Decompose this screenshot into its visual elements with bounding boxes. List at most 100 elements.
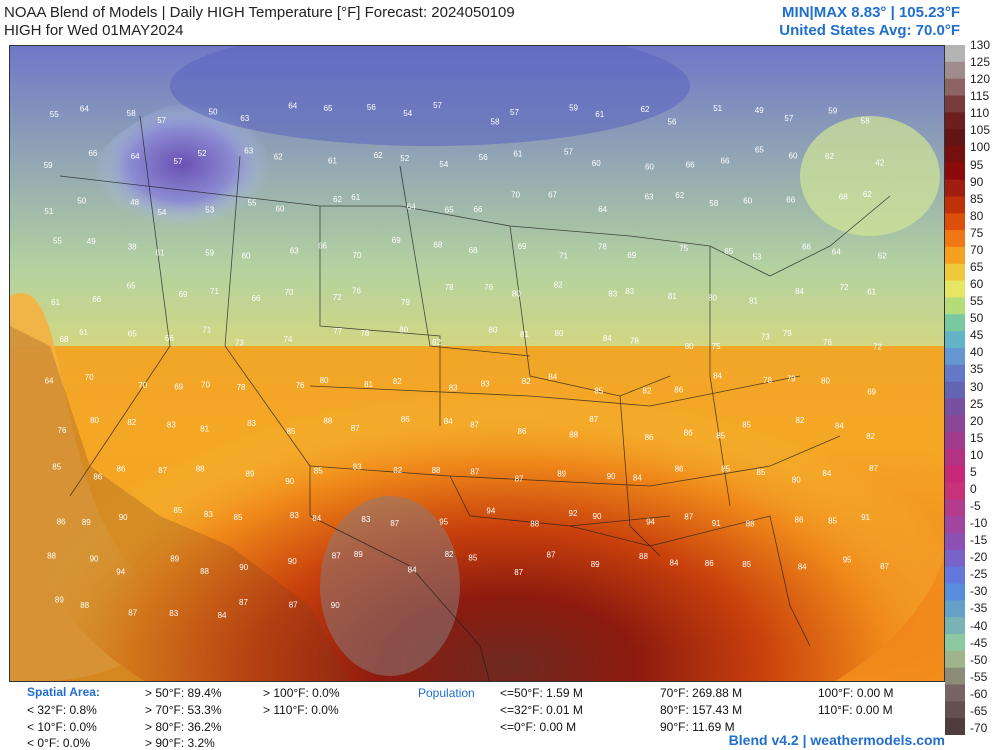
temperature-value: 69: [627, 251, 636, 260]
temperature-value: 69: [518, 242, 527, 251]
temperature-value: 80: [708, 293, 717, 302]
colorbar-swatch: [945, 533, 965, 551]
temperature-value: 60: [645, 162, 654, 171]
temperature-value: 56: [367, 103, 376, 112]
temperature-value: 87: [390, 519, 399, 528]
temperature-value: 79: [401, 298, 410, 307]
colorbar-swatch: [945, 432, 965, 450]
temperature-value: 52: [198, 149, 207, 158]
colorbar-swatch: [945, 465, 965, 484]
temperature-value: 80: [555, 329, 564, 338]
temperature-value: 60: [242, 252, 251, 261]
temperature-value: 94: [116, 568, 125, 577]
temperature-value: 88: [530, 519, 539, 528]
spatial-area-label: Spatial Area:: [27, 685, 100, 699]
temperature-value: 63: [244, 147, 253, 156]
stat-item: 100°F: 0.00 M: [818, 686, 894, 700]
temperature-value: 90: [239, 563, 248, 572]
temperature-map: 55 64 58 57 50 63 64 65 56 54 57 58 57 59 61 62 56 51 49 57…: [9, 45, 945, 682]
temperature-value: 86: [401, 415, 410, 424]
temperature-value: 57: [510, 108, 519, 117]
temperature-value: 83: [449, 383, 458, 392]
temperature-value: 64: [407, 203, 416, 212]
temperature-value: 61: [156, 249, 165, 258]
temperature-value: 64: [832, 248, 841, 257]
temperature-value: 58: [491, 118, 500, 127]
temperature-value: 85: [314, 466, 323, 475]
temperature-value: 58: [861, 117, 870, 126]
temperature-value: 80: [685, 342, 694, 351]
temperature-value: 87: [880, 562, 889, 571]
colorbar-tick-label: 60: [970, 277, 984, 292]
temperature-value: 64: [598, 205, 607, 214]
temperature-value: 71: [202, 326, 211, 335]
temperature-value: 81: [749, 296, 758, 305]
temperature-value: 49: [755, 106, 764, 115]
temperature-value: 80: [792, 476, 801, 485]
temperature-value: 88: [80, 601, 89, 610]
temperature-value: 92: [569, 509, 578, 518]
temperature-value: 89: [245, 470, 254, 479]
temperature-value: 82: [796, 416, 805, 425]
stat-item: <=50°F: 1.59 M: [500, 686, 583, 700]
temperature-value: 70: [85, 373, 94, 382]
colorbar-tick-label: -10: [970, 516, 988, 531]
temperature-value: 88: [200, 567, 209, 576]
temperature-value: 73: [235, 338, 244, 347]
temperature-value: 61: [595, 110, 604, 119]
temperature-value: 84: [218, 611, 227, 620]
temperature-value: 86: [705, 559, 714, 568]
temperature-value: 87: [332, 552, 341, 561]
temperature-value: 85: [756, 468, 765, 477]
temperature-value: 61: [351, 193, 360, 202]
temperature-value: 82: [445, 550, 454, 559]
temperature-value: 89: [170, 555, 179, 564]
mexico-region: [10, 326, 349, 681]
temperature-value: 59: [828, 106, 837, 115]
stat-item: <=32°F: 0.01 M: [500, 703, 583, 717]
colorbar-swatch: [945, 331, 965, 349]
temperature-value: 76: [352, 287, 361, 296]
temperature-value: 58: [127, 109, 136, 118]
temperature-value: 87: [158, 466, 167, 475]
temperature-value: 75: [679, 244, 688, 253]
colorbar-tick-label: -35: [970, 601, 988, 616]
temperature-value: 84: [444, 417, 453, 426]
temperature-value: 69: [179, 290, 188, 299]
temperature-value: 82: [127, 418, 136, 427]
temperature-value: 91: [861, 513, 870, 522]
colorbar-tick-label: 55: [970, 294, 984, 309]
colorbar-tick-label: 80: [970, 208, 984, 223]
temperature-value: 51: [713, 104, 722, 113]
temperature-value: 91: [712, 519, 721, 528]
temperature-value: 62: [878, 252, 887, 261]
temperature-value: 85: [594, 387, 603, 396]
temperature-value: 50: [77, 197, 86, 206]
cold-field: [70, 86, 470, 366]
colorbar-tick-label: -5: [970, 499, 981, 514]
temperature-value: 66: [318, 242, 327, 251]
temperature-value: 88: [639, 552, 648, 561]
state-borders: [59, 115, 891, 681]
temperature-value: 87: [547, 550, 556, 559]
temperature-value: 61: [79, 328, 88, 337]
colorbar-tick-label: 105: [970, 123, 991, 138]
colorbar-tick-label: 45: [970, 328, 984, 343]
temperature-value: 79: [783, 329, 792, 338]
temperature-value: 82: [643, 387, 652, 396]
temperature-value: 78: [630, 336, 639, 345]
temperature-value: 86: [684, 429, 693, 438]
colorbar-swatch: [945, 230, 965, 248]
stat-item: <=0°F: 0.00 M: [500, 720, 577, 734]
colorbar-tick-label: 115: [970, 89, 990, 104]
temperature-value: 71: [210, 287, 219, 296]
colorbar-swatch: [945, 179, 965, 197]
temperature-value: 54: [157, 208, 166, 217]
temperature-value: 62: [675, 191, 684, 200]
temperature-value: 61: [513, 149, 522, 158]
temperature-value: 49: [87, 237, 96, 246]
temperature-value: 84: [548, 373, 557, 382]
temperature-value: 84: [670, 559, 679, 568]
population-label: Population: [418, 686, 475, 700]
temperature-value: 68: [60, 335, 69, 344]
